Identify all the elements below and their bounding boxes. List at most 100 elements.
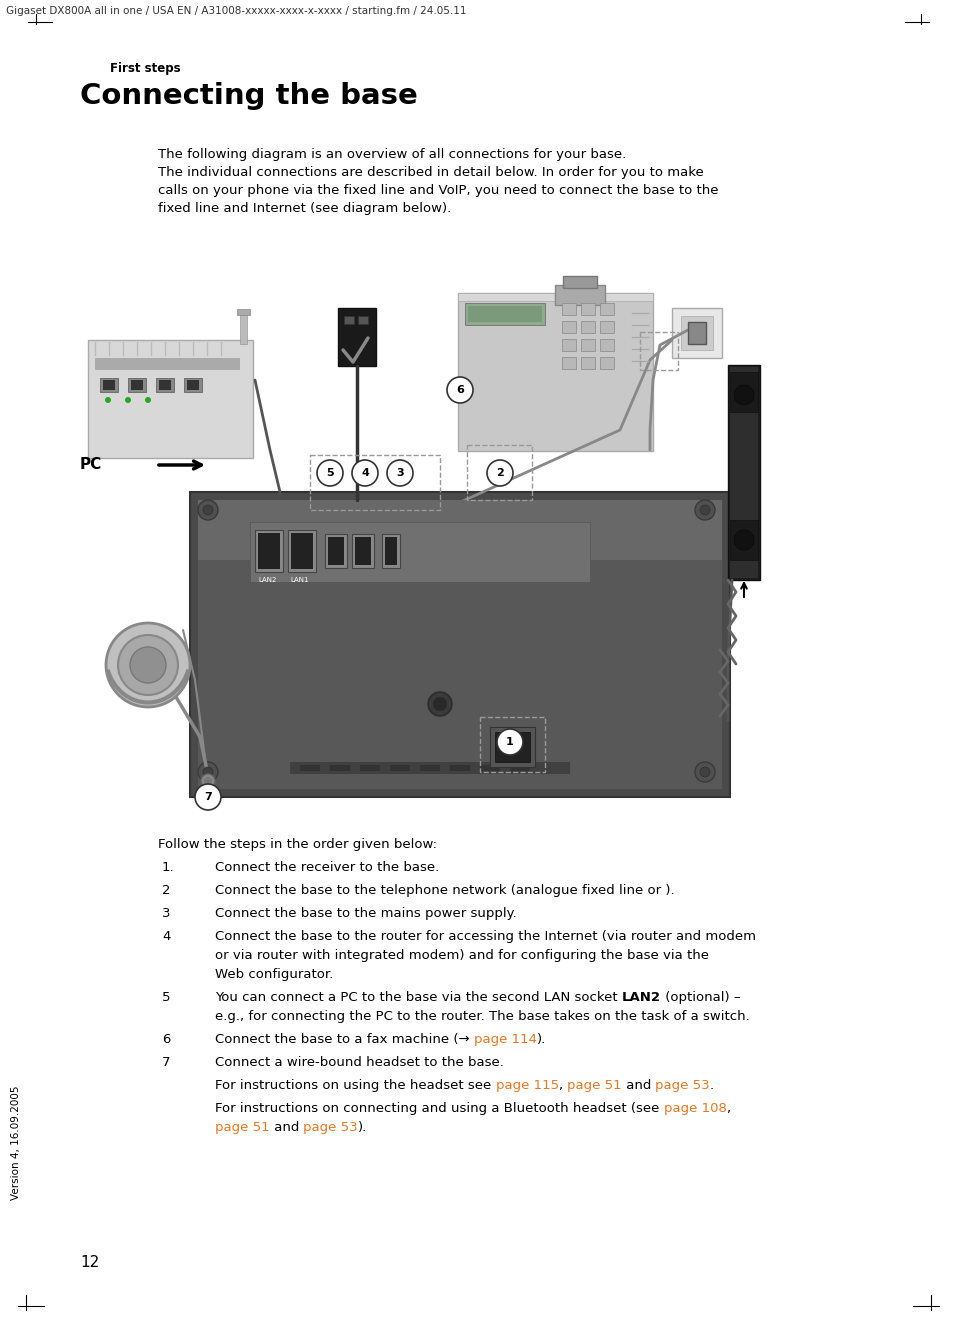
Circle shape — [317, 459, 343, 486]
Circle shape — [497, 730, 523, 755]
Text: e.g., for connecting the PC to the router. The base takes on the task of a switc: e.g., for connecting the PC to the route… — [215, 1010, 749, 1023]
Text: You can connect a PC to the base via the second LAN socket: You can connect a PC to the base via the… — [215, 990, 622, 1004]
Text: 12: 12 — [80, 1255, 100, 1270]
Bar — [131, 380, 143, 391]
Text: 4: 4 — [361, 467, 369, 478]
Bar — [198, 500, 722, 789]
Bar — [358, 316, 368, 324]
Bar — [420, 765, 440, 771]
Circle shape — [700, 504, 710, 515]
Bar — [600, 320, 614, 334]
Text: page 53: page 53 — [303, 1121, 358, 1133]
Text: 3: 3 — [162, 907, 170, 920]
Bar — [300, 765, 320, 771]
Circle shape — [433, 696, 447, 711]
Text: and: and — [622, 1079, 656, 1092]
Circle shape — [130, 647, 166, 683]
Text: 5: 5 — [162, 990, 170, 1004]
Text: 7: 7 — [162, 1057, 170, 1068]
Text: Version 4, 16.09.2005: Version 4, 16.09.2005 — [11, 1086, 21, 1200]
Text: Connect the base to the telephone network (analogue fixed line or ).: Connect the base to the telephone networ… — [215, 884, 675, 896]
Bar — [468, 306, 542, 322]
Text: page 115: page 115 — [496, 1079, 559, 1092]
Text: 7: 7 — [204, 792, 211, 802]
Bar — [562, 303, 576, 315]
Bar — [467, 445, 532, 500]
Bar — [458, 293, 653, 451]
Bar — [382, 534, 400, 568]
Bar — [355, 538, 371, 565]
Bar — [450, 765, 470, 771]
Bar — [103, 380, 115, 391]
Bar — [128, 377, 146, 392]
Bar — [385, 538, 397, 565]
Bar — [688, 322, 706, 344]
Text: page 53: page 53 — [656, 1079, 710, 1092]
Circle shape — [695, 763, 715, 782]
Text: 6: 6 — [162, 1033, 170, 1046]
Bar — [581, 320, 595, 334]
Text: 5: 5 — [326, 467, 334, 478]
Circle shape — [118, 636, 178, 695]
Bar — [240, 312, 247, 344]
Circle shape — [203, 504, 213, 515]
Bar — [563, 275, 597, 289]
Bar — [290, 763, 570, 775]
Bar — [562, 339, 576, 351]
Circle shape — [105, 397, 111, 402]
Bar — [250, 522, 590, 583]
Text: Web configurator.: Web configurator. — [215, 968, 333, 981]
Bar — [255, 530, 283, 572]
Bar — [480, 718, 545, 772]
Bar — [258, 534, 280, 569]
Text: Connect the base to the mains power supply.: Connect the base to the mains power supp… — [215, 907, 517, 920]
Bar — [325, 534, 347, 568]
Bar — [562, 320, 576, 334]
Text: page 51: page 51 — [567, 1079, 622, 1092]
Text: LAN2: LAN2 — [258, 577, 277, 583]
Circle shape — [198, 500, 218, 520]
Circle shape — [695, 500, 715, 520]
Text: 6: 6 — [456, 385, 464, 395]
Text: Connect the receiver to the base.: Connect the receiver to the base. — [215, 861, 439, 874]
Text: 2: 2 — [162, 884, 170, 896]
Bar — [581, 357, 595, 369]
Bar — [600, 339, 614, 351]
Bar — [600, 303, 614, 315]
Circle shape — [447, 377, 473, 402]
Text: page 114: page 114 — [474, 1033, 537, 1046]
Bar — [581, 303, 595, 315]
Text: 2: 2 — [496, 467, 504, 478]
Bar — [288, 530, 316, 572]
Bar — [510, 765, 530, 771]
Bar — [730, 372, 758, 412]
Circle shape — [700, 767, 710, 777]
Text: ).: ). — [358, 1121, 367, 1133]
Text: Connect the base to a fax machine (→: Connect the base to a fax machine (→ — [215, 1033, 474, 1046]
Circle shape — [487, 459, 513, 486]
Bar — [730, 367, 758, 579]
Bar — [562, 357, 576, 369]
Bar — [187, 380, 199, 391]
Bar — [88, 340, 253, 458]
Bar — [640, 332, 678, 369]
Text: The individual connections are described in detail below. In order for you to ma: The individual connections are described… — [158, 166, 703, 179]
Circle shape — [204, 777, 212, 785]
Circle shape — [106, 624, 190, 707]
Text: ,: , — [559, 1079, 567, 1092]
Text: page 108: page 108 — [663, 1102, 726, 1115]
Bar — [600, 357, 614, 369]
Text: ).: ). — [537, 1033, 546, 1046]
Circle shape — [352, 459, 378, 486]
Text: Connect a wire-bound headset to the base.: Connect a wire-bound headset to the base… — [215, 1057, 504, 1068]
Bar — [237, 308, 250, 315]
Circle shape — [125, 397, 131, 402]
Text: page 51: page 51 — [215, 1121, 270, 1133]
Text: Follow the steps in the order given below:: Follow the steps in the order given belo… — [158, 838, 437, 851]
Bar — [465, 303, 545, 324]
Bar — [555, 285, 605, 305]
Bar — [198, 500, 722, 560]
Bar — [310, 455, 440, 510]
Text: fixed line and Internet (see diagram below).: fixed line and Internet (see diagram bel… — [158, 203, 452, 214]
Bar — [495, 732, 530, 763]
